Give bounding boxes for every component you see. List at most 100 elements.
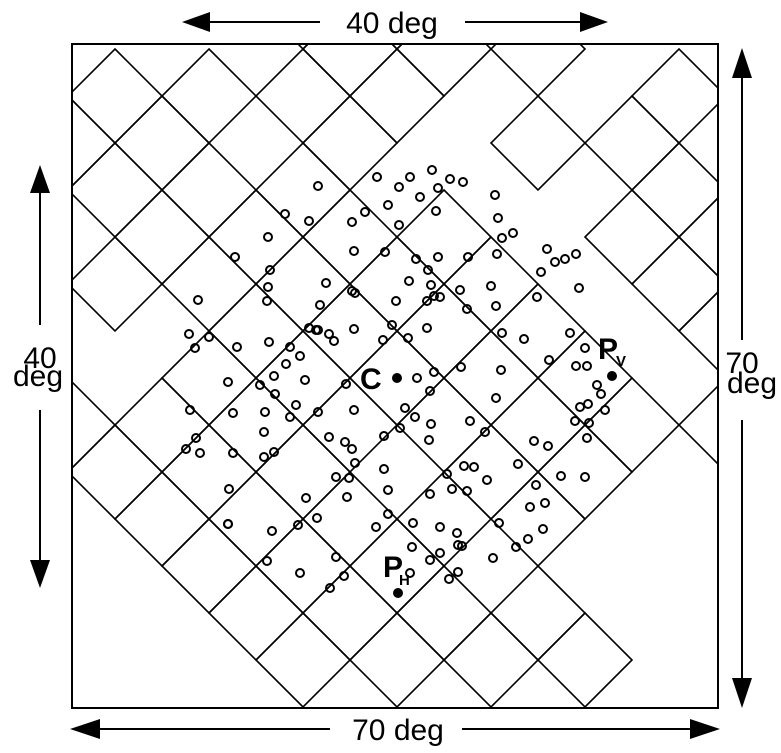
dot-marker	[304, 216, 314, 226]
dot-marker	[313, 181, 323, 191]
dot-marker	[435, 292, 445, 302]
dot-marker	[560, 254, 570, 264]
diamond-cell	[395, 44, 493, 98]
dot-marker	[371, 522, 381, 532]
dot-marker	[394, 182, 404, 192]
diamond-cell	[489, 376, 587, 474]
dot-marker	[291, 400, 301, 410]
dot-marker	[411, 254, 421, 264]
diamond-cell	[207, 376, 305, 474]
dot-marker	[435, 522, 445, 532]
right-span-unit: deg	[727, 367, 777, 400]
dot-marker	[405, 172, 415, 182]
diamond-cell	[254, 141, 352, 239]
dot-marker	[582, 433, 592, 443]
dot-marker	[339, 571, 349, 581]
diamond-cell	[72, 47, 164, 145]
dot-marker	[494, 518, 504, 528]
diamond-cell	[160, 423, 258, 521]
dot-marker	[230, 252, 240, 262]
diamond-cell	[442, 235, 540, 333]
dot-marker	[378, 335, 388, 345]
dot-marker	[444, 574, 454, 584]
dot-marker	[457, 541, 467, 551]
right-span-value: 70	[725, 347, 758, 380]
dot-marker	[447, 484, 457, 494]
diamond-cell	[630, 235, 718, 333]
dot-marker	[223, 519, 233, 529]
dot-marker	[405, 568, 415, 578]
dot-marker	[300, 375, 310, 385]
diamond-cell	[442, 611, 540, 708]
dot-marker	[281, 359, 291, 369]
diamond-cell	[677, 290, 718, 372]
dot-marker	[592, 380, 602, 390]
dot-marker	[331, 472, 341, 482]
dot-marker	[311, 325, 321, 335]
dot-marker	[462, 486, 472, 496]
diamond-cell	[583, 376, 681, 474]
dot-marker	[532, 292, 542, 302]
dot-marker	[580, 343, 590, 353]
dot-marker	[395, 423, 405, 433]
dot-marker	[181, 444, 191, 454]
dot-marker	[259, 452, 269, 462]
dot-marker	[404, 276, 414, 286]
dot-marker	[349, 246, 359, 256]
dot-marker	[191, 433, 201, 443]
diamond-cell	[301, 94, 399, 192]
diamond-cell	[160, 235, 258, 333]
diamond-cell	[160, 141, 258, 239]
top-span-label: 40 deg	[346, 7, 438, 40]
dot-marker	[486, 281, 496, 291]
dot-marker	[427, 165, 437, 175]
dot-marker	[465, 416, 475, 426]
dot-marker	[195, 448, 205, 458]
dot-marker	[565, 328, 575, 338]
diamond-cell	[536, 423, 634, 521]
dot-marker	[550, 257, 560, 267]
dot-marker	[426, 419, 436, 429]
dot-marker	[394, 220, 404, 230]
dot-marker	[315, 300, 325, 310]
dot-marker	[324, 432, 334, 442]
dot-marker	[184, 329, 194, 339]
diamond-cell	[583, 188, 681, 286]
dot-marker	[259, 427, 269, 437]
point-h-letter: P	[383, 551, 403, 584]
point-v-subscript: V	[616, 353, 626, 370]
dot-marker	[556, 471, 566, 481]
dot-marker	[270, 389, 280, 399]
dot-marker	[347, 444, 357, 454]
diamond-cell	[395, 564, 493, 662]
dot-marker	[575, 402, 585, 412]
dot-marker	[341, 379, 351, 389]
dot-marker	[508, 228, 518, 238]
dot-marker	[347, 217, 357, 227]
diamond-cell	[630, 47, 718, 145]
dot-marker	[492, 249, 502, 259]
diamond-cell	[296, 44, 310, 51]
dot-marker	[433, 252, 443, 262]
dot-marker	[536, 267, 546, 277]
dot-marker	[544, 355, 554, 365]
dot-marker	[387, 320, 397, 330]
dot-marker	[325, 583, 335, 593]
dot-marker	[410, 412, 420, 422]
dot-marker	[538, 524, 548, 534]
dot-marker	[265, 265, 275, 275]
dot-marker	[423, 265, 433, 275]
diamond-cell	[207, 282, 305, 380]
dot-marker	[350, 458, 360, 468]
diamond-cell	[207, 470, 305, 568]
dot-marker	[185, 405, 195, 415]
dot-marker	[459, 461, 469, 471]
dot-marker	[584, 418, 594, 428]
diamond-cell	[348, 47, 446, 145]
dot-marker	[383, 509, 393, 519]
diamond-cell	[160, 517, 258, 615]
dot-marker	[329, 336, 339, 346]
dot-marker	[453, 567, 463, 577]
dot-marker	[263, 282, 273, 292]
dot-marker	[324, 329, 334, 339]
